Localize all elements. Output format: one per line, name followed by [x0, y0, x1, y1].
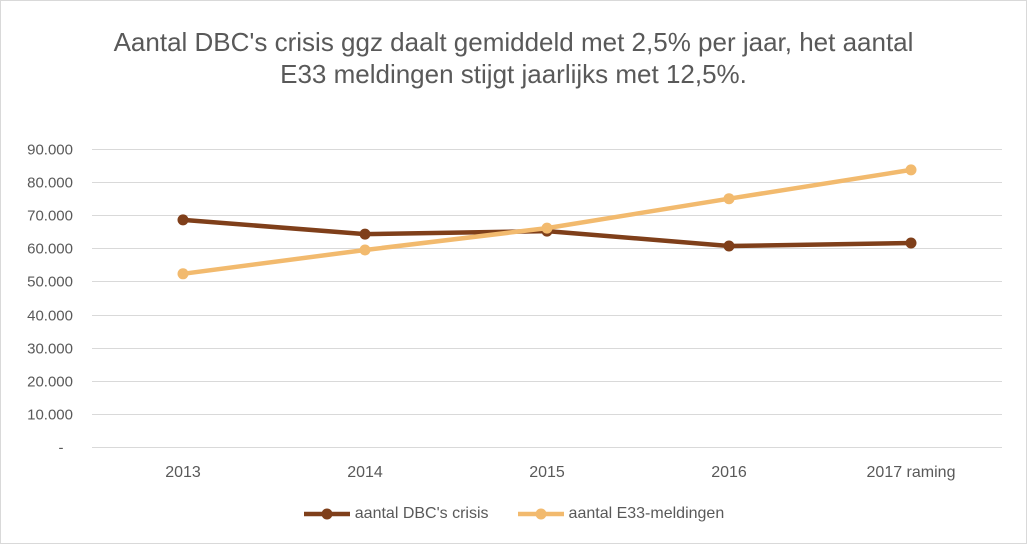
- data-point-aantal-e33-meldingen: [723, 193, 735, 205]
- y-tick-label: 30.000: [27, 341, 73, 358]
- x-tick-label: 2017 raming: [867, 464, 956, 481]
- y-tick-label: 60.000: [27, 241, 73, 258]
- y-tick-label: 80.000: [27, 175, 73, 192]
- y-tick-label: 90.000: [27, 142, 73, 159]
- y-axis-tick-labels: - 10.000 20.000 30.000 40.000 50.000 60.000 70.…: [27, 142, 73, 457]
- data-point-aantal-dbc-s-crisis: [723, 240, 735, 252]
- y-tick-label: 70.000: [27, 208, 73, 225]
- y-tick-label: -: [59, 440, 64, 457]
- legend-label-dbc-crisis: aantal DBC's crisis: [354, 505, 489, 522]
- legend-item-dbc-crisis: aantal DBC's crisis: [303, 505, 489, 523]
- x-axis-tick-labels: 2013 2014 2015 2016 2017 raming: [165, 464, 955, 481]
- x-tick-label: 2013: [165, 464, 201, 481]
- y-tick-label: 40.000: [27, 308, 73, 325]
- gridlines: [92, 149, 1002, 448]
- legend-item-e33-meldingen: aantal E33-meldingen: [517, 505, 725, 523]
- legend-swatch-marker: [535, 508, 547, 520]
- data-point-aantal-dbc-s-crisis: [359, 228, 371, 240]
- legend-label-e33-meldingen: aantal E33-meldingen: [568, 505, 725, 522]
- y-tick-label: 20.000: [27, 374, 73, 391]
- data-point-aantal-dbc-s-crisis: [177, 214, 189, 226]
- series-aantal-e33-meldingen: [177, 164, 917, 280]
- x-tick-label: 2016: [711, 464, 747, 481]
- data-point-aantal-e33-meldingen: [541, 222, 553, 234]
- legend-swatch-marker: [321, 508, 333, 520]
- data-point-aantal-e33-meldingen: [905, 164, 917, 176]
- legend-swatch-e33-meldingen: [517, 508, 564, 520]
- legend: aantal DBC's crisis aantal E33-meldingen: [0, 503, 1027, 525]
- data-point-aantal-e33-meldingen: [177, 268, 189, 280]
- y-tick-label: 10.000: [27, 407, 73, 424]
- y-tick-label: 50.000: [27, 274, 73, 291]
- series-layer: [177, 164, 917, 280]
- legend-swatch-dbc-crisis: [303, 508, 350, 520]
- data-point-aantal-dbc-s-crisis: [905, 237, 917, 249]
- x-tick-label: 2015: [529, 464, 565, 481]
- chart-title: Aantal DBC's crisis ggz daalt gemiddeld …: [113, 27, 914, 89]
- x-tick-label: 2014: [347, 464, 383, 481]
- data-point-aantal-e33-meldingen: [359, 244, 371, 256]
- series-line-aantal-e33-meldingen: [180, 167, 914, 277]
